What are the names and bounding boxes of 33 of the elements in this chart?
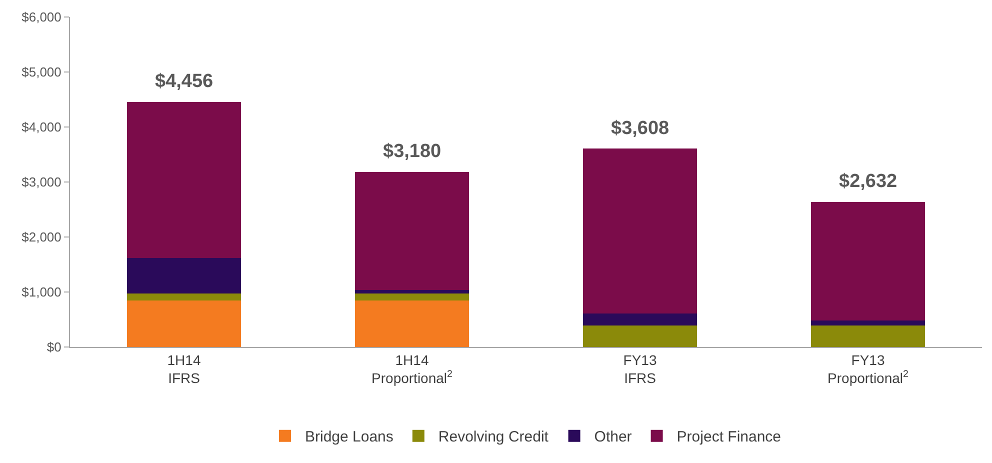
y-tick-label: $0 (46, 340, 62, 355)
bar (127, 294, 241, 300)
bar (355, 290, 469, 294)
bar (127, 102, 241, 258)
total-label: $3,608 (611, 118, 670, 139)
legend-label: Revolving Credit (438, 428, 550, 446)
bar (583, 313, 697, 326)
bar (355, 300, 469, 347)
x-tick-label: 1H14 IFRS (167, 352, 201, 386)
x-tick-label: FY13 IFRS (623, 352, 657, 386)
bar (127, 300, 241, 347)
x-tick-label: 1H14 Proportional$^{2}$ (372, 352, 452, 386)
y-tick-label: $2,000 (22, 230, 62, 245)
y-tick-label: $5,000 (22, 64, 62, 80)
legend-label: Other (594, 428, 632, 446)
y-tick-label: $4,000 (22, 120, 62, 135)
bar (583, 326, 697, 347)
bar (811, 320, 925, 326)
total-label: $2,632 (839, 171, 898, 192)
bar (811, 202, 925, 321)
total-label: $3,180 (383, 141, 442, 162)
bar (355, 294, 469, 300)
legend-label: Project Finance (676, 428, 782, 446)
total-label: $4,456 (155, 71, 214, 92)
bar (127, 258, 241, 294)
x-tick-label: FY13 Proportional$^{2}$ (828, 352, 908, 386)
bar (355, 172, 469, 290)
bar (811, 326, 925, 347)
y-tick-label: $1,000 (22, 284, 62, 300)
bar (583, 148, 697, 314)
y-tick-label: $3,000 (22, 174, 62, 190)
legend-label: Bridge Loans (305, 428, 394, 446)
y-tick-label: $6,000 (22, 10, 62, 25)
